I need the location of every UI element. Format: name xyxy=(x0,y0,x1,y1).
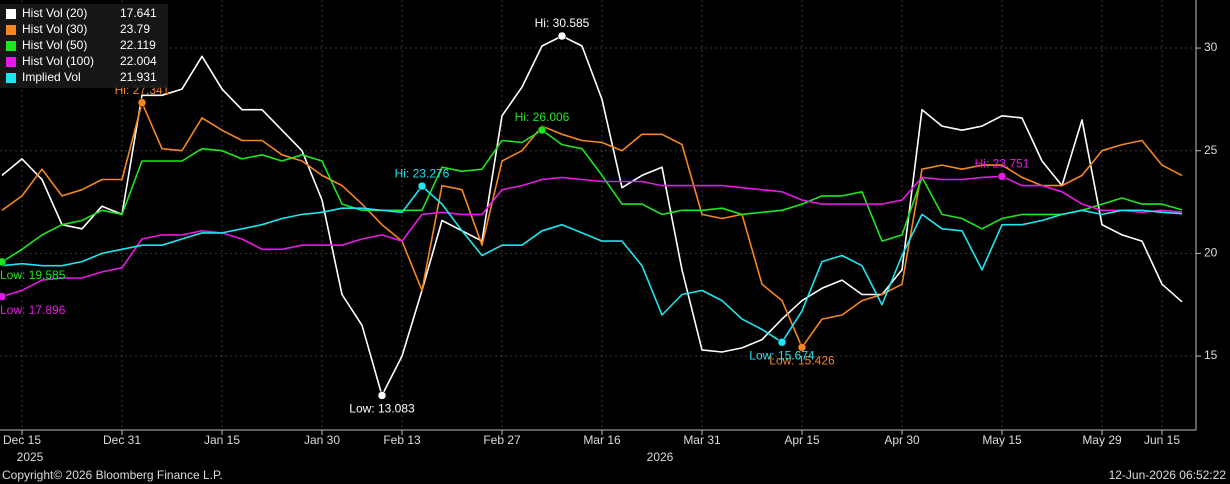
x-tick-label: Apr 15 xyxy=(784,433,820,447)
y-tick-label: 15 xyxy=(1204,348,1218,362)
plot xyxy=(1,35,1183,397)
extreme-label: Hi: 23.276 xyxy=(395,166,450,180)
x-tick-label: Mar 31 xyxy=(683,433,721,447)
legend-value: 22.119 xyxy=(120,38,156,52)
legend-swatch xyxy=(6,41,16,51)
series-line xyxy=(1,101,1183,349)
year-label: 2026 xyxy=(647,450,674,464)
extreme-marker xyxy=(0,257,7,267)
legend-swatch xyxy=(6,57,16,67)
legend: Hist Vol (20) 17.641 Hist Vol (30) 23.79 His… xyxy=(0,4,168,88)
extreme-marker xyxy=(377,391,387,400)
extreme-marker xyxy=(797,343,807,352)
legend-label: Hist Vol (30) xyxy=(22,22,87,36)
extreme-marker xyxy=(777,337,787,347)
legend-value: 23.79 xyxy=(120,22,150,36)
legend-swatch xyxy=(6,25,16,35)
legend-swatch xyxy=(6,9,16,19)
x-tick-label: Mar 16 xyxy=(583,433,621,447)
year-label: 2025 xyxy=(17,450,44,464)
x-tick-label: May 29 xyxy=(1082,433,1122,447)
legend-box xyxy=(0,4,168,88)
legend-label: Hist Vol (50) xyxy=(22,38,87,52)
legend-value: 22.004 xyxy=(120,54,157,68)
x-tick-label: Apr 30 xyxy=(884,433,920,447)
extreme-label: Low: 13.083 xyxy=(349,402,415,416)
x-tick-label: Feb 13 xyxy=(383,433,421,447)
extreme-label: Hi: 30.585 xyxy=(535,16,590,30)
legend-label: Implied Vol xyxy=(22,70,81,84)
x-tick-label: Dec 15 xyxy=(3,433,41,447)
legend-swatch xyxy=(6,73,16,83)
x-tick-label: Jan 15 xyxy=(204,433,240,447)
x-tick-label: Jan 30 xyxy=(304,433,340,447)
extreme-label: Hi: 23.751 xyxy=(975,157,1030,171)
extreme-marker xyxy=(557,31,567,41)
series-line xyxy=(1,175,1183,298)
y-tick-label: 20 xyxy=(1204,246,1218,260)
series-line xyxy=(1,35,1183,397)
y-tick-label: 30 xyxy=(1204,40,1218,54)
extreme-marker xyxy=(997,172,1007,181)
extreme-label: Low: 19.585 xyxy=(0,268,66,282)
series-line xyxy=(1,129,1183,263)
x-tick-label: May 15 xyxy=(982,433,1022,447)
extreme-label: Hi: 26.006 xyxy=(515,110,570,124)
extreme-label: Low: 15.426 xyxy=(769,353,835,367)
extreme-marker xyxy=(137,98,147,107)
x-tick-label: Dec 31 xyxy=(103,433,141,447)
x-tick-label: Feb 27 xyxy=(483,433,521,447)
extreme-marker xyxy=(537,125,547,135)
x-tick-label: Jun 15 xyxy=(1144,433,1180,447)
legend-value: 17.641 xyxy=(120,6,157,20)
extreme-marker xyxy=(0,292,7,301)
legend-value: 21.931 xyxy=(120,70,157,84)
extreme-marker xyxy=(417,181,427,191)
extreme-label: Low: 15.674 xyxy=(749,348,815,362)
legend-label: Hist Vol (100) xyxy=(22,54,94,68)
copyright: Copyright© 2026 Bloomberg Finance L.P. xyxy=(2,468,223,482)
legend-label: Hist Vol (20) xyxy=(22,6,87,20)
series-line xyxy=(1,185,1183,343)
timestamp: 12-Jun-2026 06:52:22 xyxy=(1109,468,1227,482)
y-tick-label: 25 xyxy=(1204,143,1218,157)
extreme-label: Low: 17.896 xyxy=(0,303,66,317)
